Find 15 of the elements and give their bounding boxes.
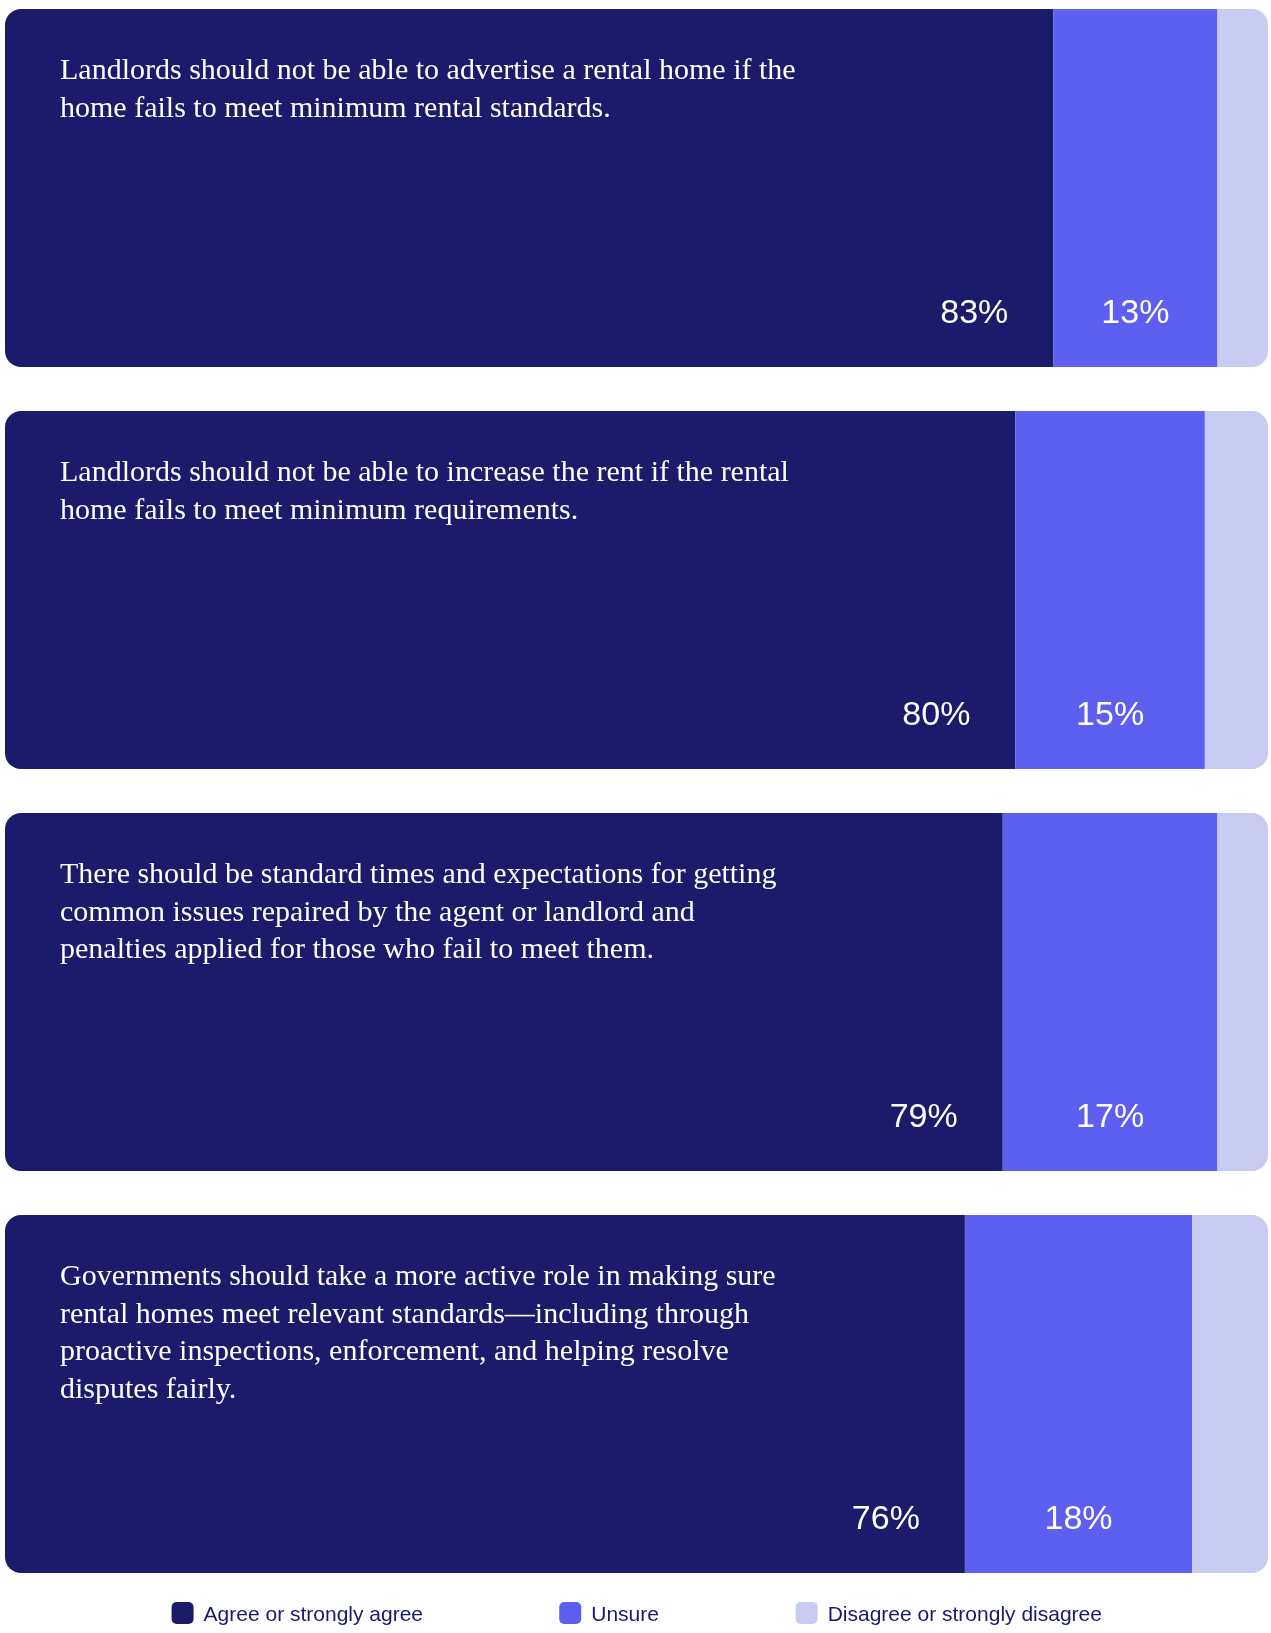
data-label: 79% [889, 1096, 958, 1134]
legend-label: Unsure [591, 1602, 659, 1625]
y-tick-label: Landlords should not be able to increase the rent if the rental home fails to meet minimum requirements. [60, 454, 789, 525]
y-tick-label: There should be standard times and expectations for getting common issues repaired by the agent or landlord and penalties applied for those who fail to meet them. [60, 856, 777, 964]
data-label: 18% [1044, 1498, 1113, 1536]
data-label: 15% [1076, 694, 1145, 732]
data-label: 17% [1076, 1096, 1145, 1134]
data-label: 76% [851, 1498, 920, 1536]
y-tick-label: Governments should take a more active role in making sure rental homes meet relevant standards—including through proactive inspections, enforcement, and helping resolve disputes fairly. [60, 1258, 776, 1404]
y-tick-label: Landlords should not be able to advertise a rental home if the home fails to meet minimum rental standards. [60, 52, 796, 123]
legend-label: Agree or strongly agree [203, 1602, 424, 1625]
legend-label: Disagree or strongly disagree [827, 1602, 1102, 1625]
data-label: 80% [902, 694, 971, 732]
data-label: 83% [940, 292, 1009, 330]
data-label: 13% [1101, 292, 1170, 330]
